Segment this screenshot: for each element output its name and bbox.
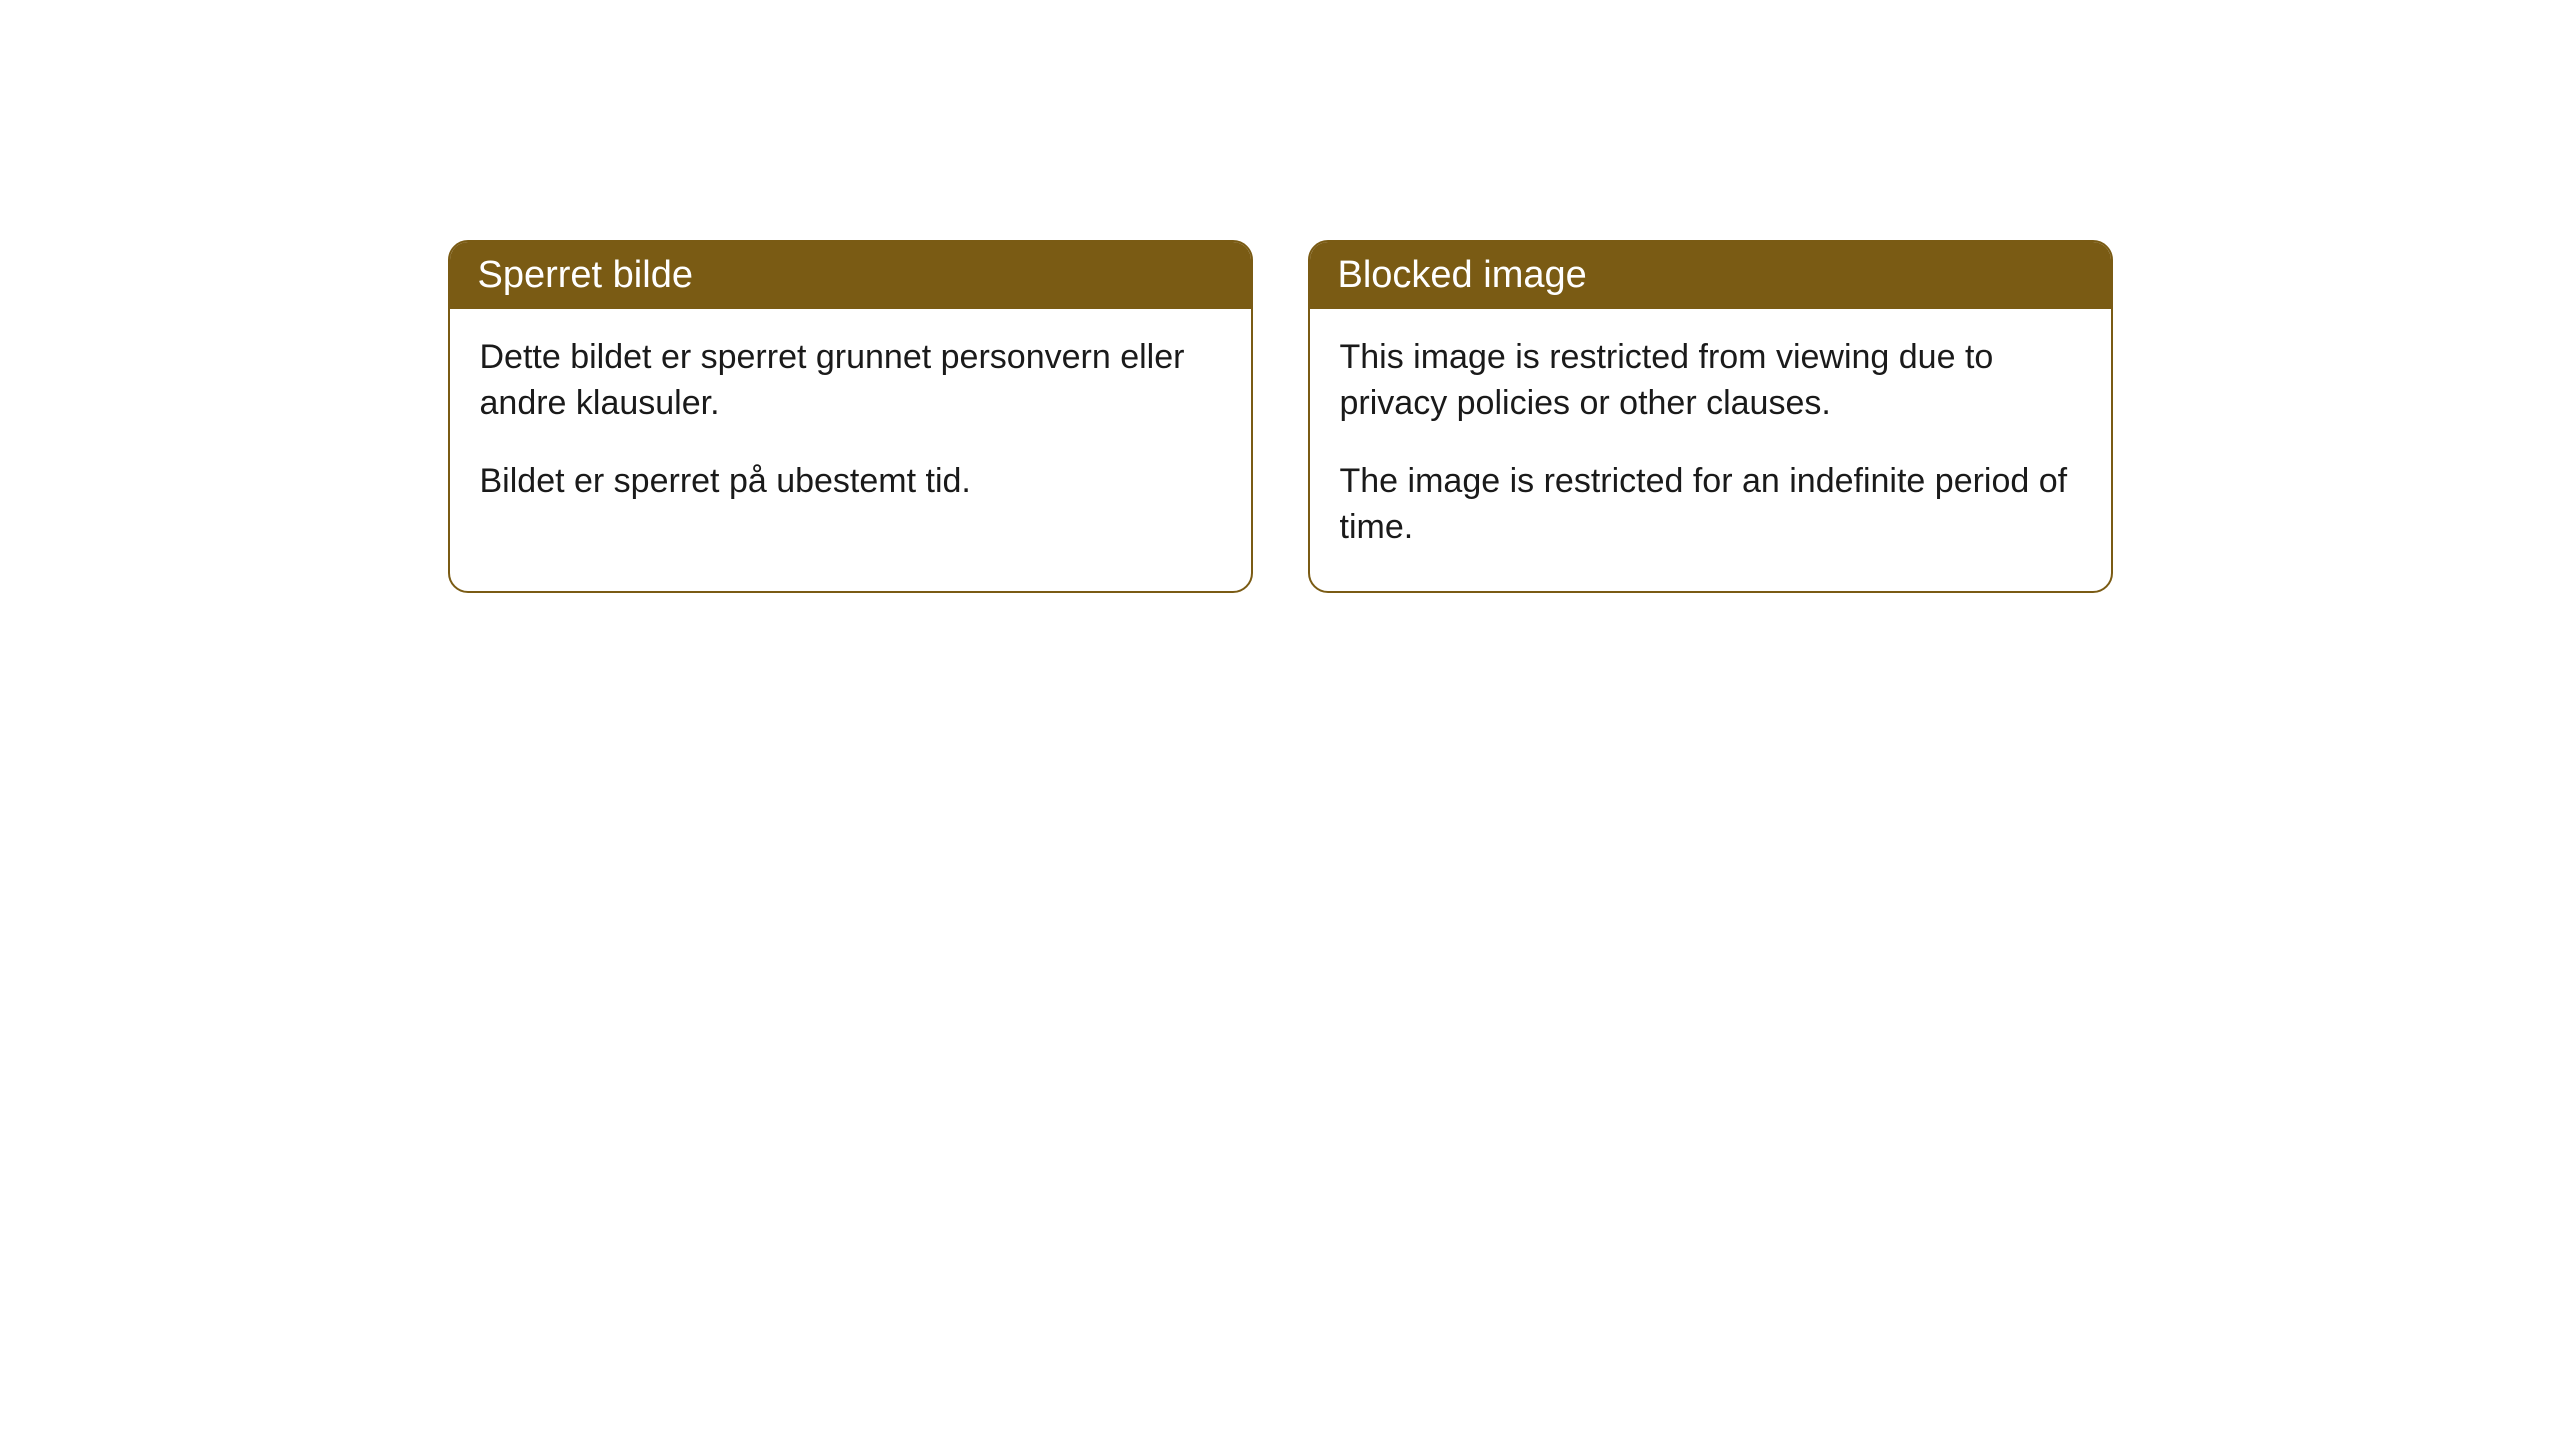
card-title-english: Blocked image (1338, 254, 1587, 296)
blocked-image-card-english: Blocked image This image is restricted f… (1308, 240, 2113, 593)
card-paragraph-1-english: This image is restricted from viewing du… (1340, 335, 2081, 427)
card-title-norwegian: Sperret bilde (478, 254, 693, 296)
blocked-image-card-norwegian: Sperret bilde Dette bildet er sperret gr… (448, 240, 1253, 593)
card-header-norwegian: Sperret bilde (450, 242, 1251, 309)
card-paragraph-1-norwegian: Dette bildet er sperret grunnet personve… (480, 335, 1221, 427)
card-paragraph-2-english: The image is restricted for an indefinit… (1340, 459, 2081, 551)
card-header-english: Blocked image (1310, 242, 2111, 309)
card-body-english: This image is restricted from viewing du… (1310, 309, 2111, 591)
card-body-norwegian: Dette bildet er sperret grunnet personve… (450, 309, 1251, 545)
cards-container: Sperret bilde Dette bildet er sperret gr… (0, 240, 2560, 593)
card-paragraph-2-norwegian: Bildet er sperret på ubestemt tid. (480, 459, 1221, 505)
